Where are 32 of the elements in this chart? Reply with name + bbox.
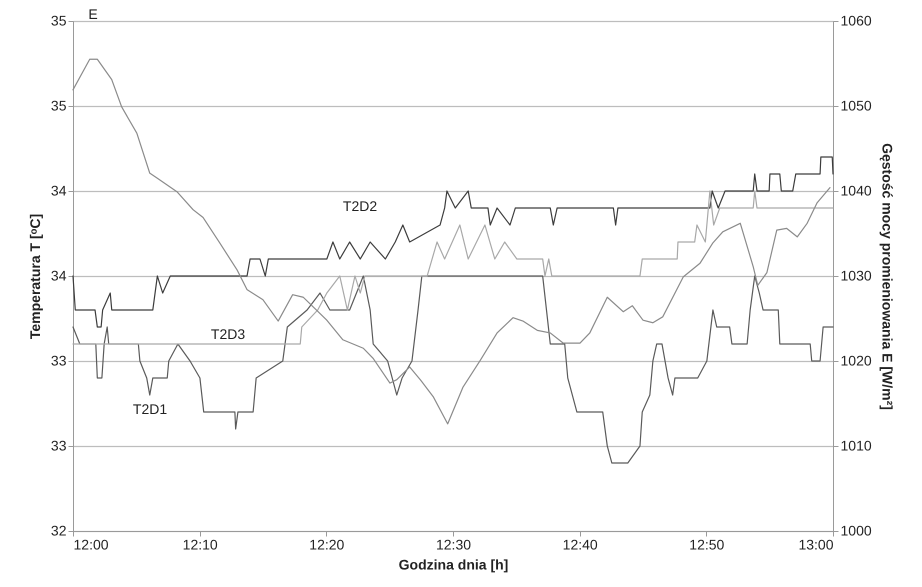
x-tick-label: 12:10 — [182, 536, 218, 552]
y-tick-label: 33 — [50, 352, 67, 368]
x-tick-label: 12:00 — [74, 536, 109, 552]
x-tick-label: 12:40 — [562, 536, 598, 552]
y-tick-label: 35 — [50, 98, 67, 114]
series-label: T2D3 — [210, 326, 246, 342]
line-series — [72, 190, 834, 345]
series-label: T2D2 — [342, 198, 378, 214]
series-label: T2D1 — [132, 401, 168, 417]
y-tick-label: 35 — [50, 12, 67, 28]
y-tick-label: 34 — [50, 268, 67, 284]
x-tick-label: 13:00 — [798, 536, 834, 552]
line-series — [72, 156, 834, 328]
y-tick-label: 32 — [50, 522, 67, 538]
y-axis-title: Temperatura T [ᵒC] — [26, 214, 43, 340]
x-tick-label: 12:20 — [309, 536, 345, 552]
y2-tick-label: 1010 — [840, 438, 872, 454]
y2-tick-label: 1020 — [840, 352, 872, 368]
y2-tick-label: 1060 — [840, 12, 872, 28]
x-axis-title: Godzina dnia [h] — [398, 556, 508, 572]
y2-tick-label: 1040 — [840, 182, 872, 198]
y2-tick-label: 1000 — [840, 522, 872, 538]
x-tick-label: 12:50 — [689, 536, 725, 552]
y2-tick-label: 1050 — [840, 98, 872, 114]
line-series — [72, 275, 834, 464]
line-series — [72, 58, 831, 424]
y2-tick-label: 1030 — [840, 268, 872, 284]
text: E — [88, 6, 98, 22]
y-tick-label: 34 — [50, 182, 67, 198]
y2-axis-title: Gęstość mocy promieniowania E [W/m²] — [880, 143, 896, 410]
x-tick-label: 12:30 — [436, 536, 472, 552]
y-tick-label: 33 — [50, 438, 67, 454]
